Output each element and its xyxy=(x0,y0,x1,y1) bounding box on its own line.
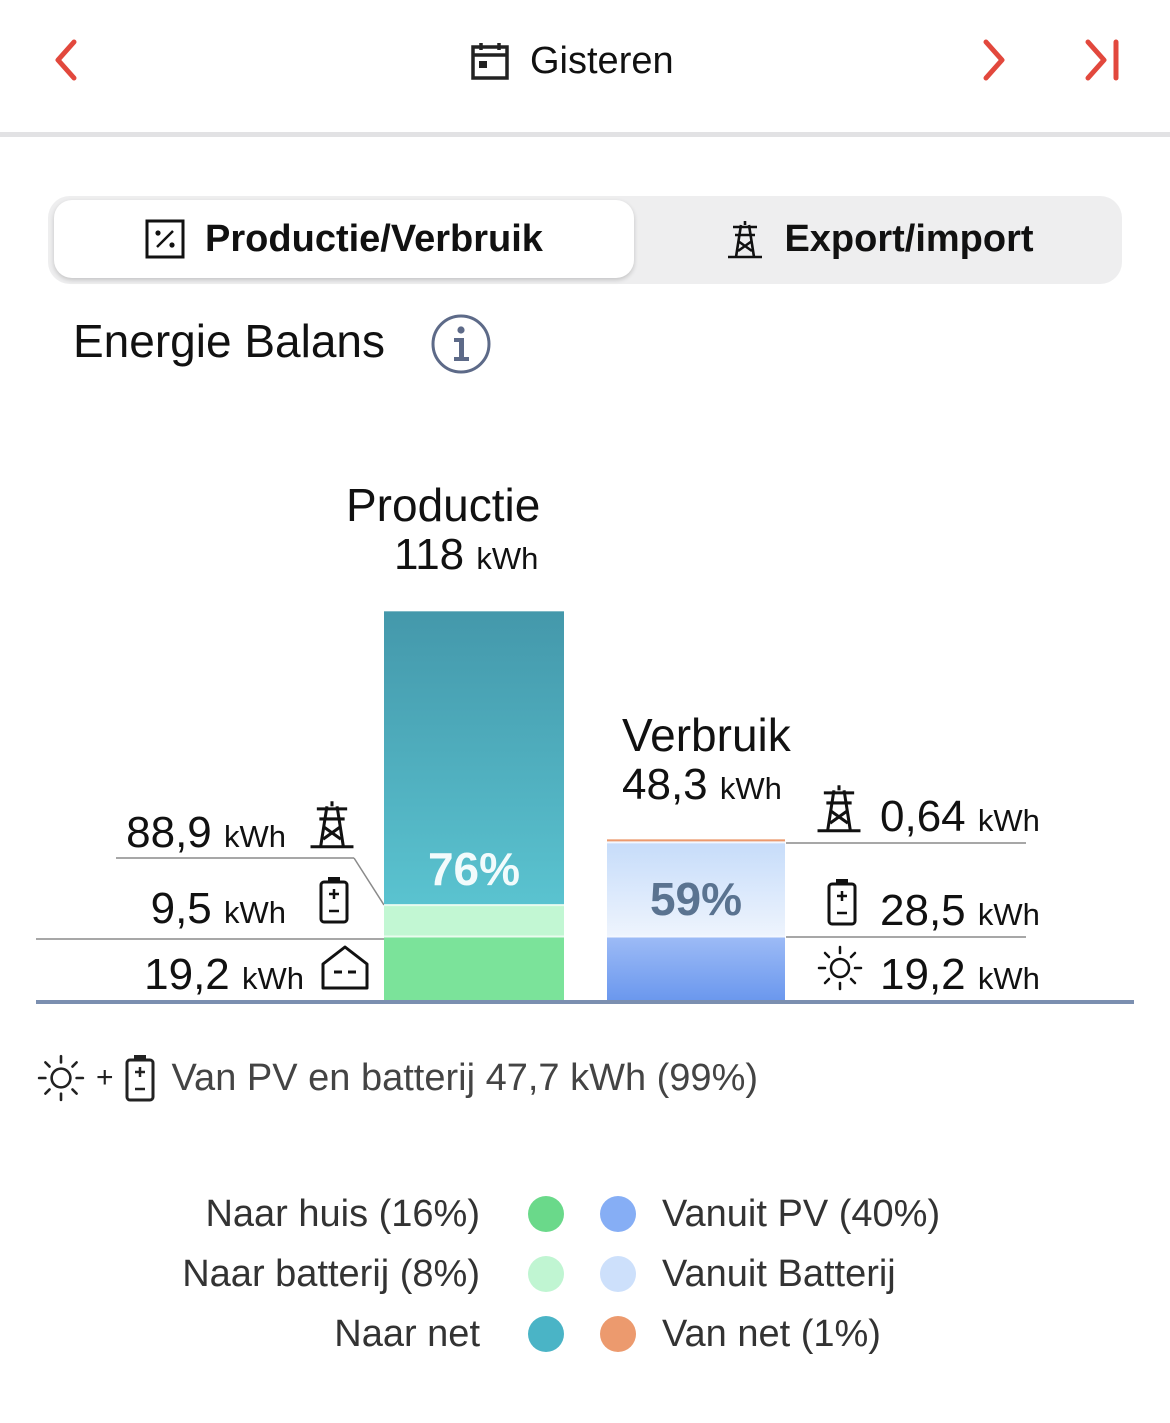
house-icon xyxy=(320,944,370,995)
legend-label-naar-huis: Naar huis (16%) xyxy=(205,1192,480,1235)
value-naar-net: 88,9 kWh xyxy=(126,808,286,857)
value-naar-huis: 19,2 kWh xyxy=(144,950,304,999)
legend-label-vanuit-pv: Vanuit PV (40%) xyxy=(662,1192,941,1235)
power-pylon-icon xyxy=(308,798,356,855)
legend-label-naar-batterij: Naar batterij (8%) xyxy=(182,1252,480,1295)
prev-day-button[interactable] xyxy=(42,36,90,84)
tab-label: Export/import xyxy=(784,217,1034,260)
value-vanuit-pv: 19,2 kWh xyxy=(880,950,1040,999)
legend-dot-vanuit-pv xyxy=(600,1196,636,1232)
view-switch: Productie/Verbruik Export/import xyxy=(48,196,1122,284)
calendar-icon xyxy=(471,43,509,80)
section-title: Energie Balans xyxy=(73,315,385,367)
production-total: 118 kWh xyxy=(394,530,539,579)
legend-label-naar-net: Naar net xyxy=(334,1312,480,1355)
legend-dot-naar-batterij xyxy=(528,1256,564,1292)
tab-label: Productie/Verbruik xyxy=(205,217,543,260)
self-consumption-summary: + Van PV en batterij 47,7 kWh (99%) xyxy=(36,1048,758,1108)
bar-segment-naar-huis xyxy=(384,936,564,1000)
chevron-left-icon xyxy=(55,39,77,81)
bar-segment-vanuit-batterij xyxy=(607,842,785,937)
power-pylon-icon xyxy=(815,782,863,839)
production-title: Productie xyxy=(346,479,541,531)
consumption-total: 48,3 kWh xyxy=(622,760,782,809)
legend-dot-naar-huis xyxy=(528,1196,564,1232)
value-van-net: 0,64 kWh xyxy=(880,792,1040,841)
info-button[interactable] xyxy=(430,313,492,375)
legend-label-vanuit-batterij: Vanuit Batterij xyxy=(662,1252,896,1295)
consumption-percent-label: 59% xyxy=(649,873,743,925)
battery-icon xyxy=(826,878,858,931)
date-selector[interactable]: Gisteren xyxy=(470,34,674,88)
bar-segment-vanuit-pv xyxy=(607,936,785,1000)
percentage-box-icon xyxy=(145,219,185,259)
last-day-button[interactable] xyxy=(1080,36,1128,84)
header-bar: Gisteren xyxy=(0,0,1170,137)
sun-icon xyxy=(37,1054,85,1102)
info-icon xyxy=(431,314,491,374)
date-title: Gisteren xyxy=(530,39,674,82)
consumption-title: Verbruik xyxy=(622,709,791,761)
production-percent-label: 76% xyxy=(427,843,521,895)
value-naar-batterij: 9,5 kWh xyxy=(150,884,286,933)
battery-icon xyxy=(125,1055,155,1102)
legend-dot-naar-net xyxy=(528,1316,564,1352)
legend-dot-vanuit-batterij xyxy=(600,1256,636,1292)
plus-sign: + xyxy=(96,1061,114,1094)
chevron-right-icon xyxy=(983,39,1005,81)
summary-text: Van PV en batterij 47,7 kWh (99%) xyxy=(171,1056,759,1099)
energy-balance-chart xyxy=(36,611,1134,1004)
legend-dot-van-net xyxy=(600,1316,636,1352)
bar-segment-naar-net xyxy=(384,611,564,906)
power-pylon-icon xyxy=(728,221,763,259)
bar-segment-naar-batterij xyxy=(384,905,564,937)
tab-export-import[interactable]: Export/import xyxy=(640,200,1120,278)
tab-productie-verbruik[interactable]: Productie/Verbruik xyxy=(54,200,634,278)
next-day-button[interactable] xyxy=(970,36,1018,84)
legend-label-van-net: Van net (1%) xyxy=(662,1312,881,1355)
sun-icon xyxy=(816,944,864,997)
value-vanuit-batterij: 28,5 kWh xyxy=(880,886,1040,935)
battery-icon xyxy=(318,876,350,929)
bar-segment-van-net xyxy=(607,839,785,843)
skip-to-end-icon xyxy=(1085,39,1119,81)
